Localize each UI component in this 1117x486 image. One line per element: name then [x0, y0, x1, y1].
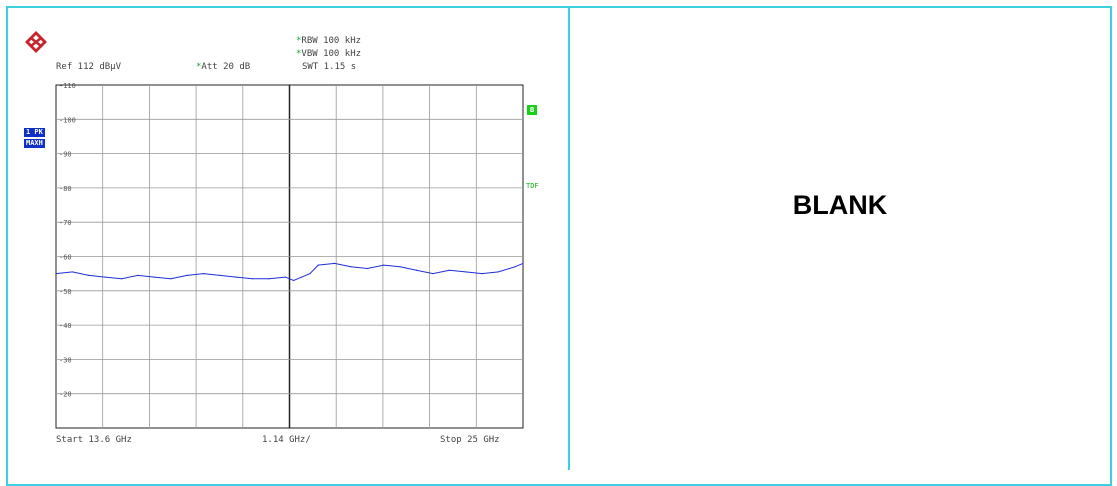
vbw-text: VBW 100 kHz	[301, 49, 362, 59]
rbw-text: RBW 100 kHz	[301, 36, 362, 46]
vbw-star-icon: *	[296, 49, 302, 59]
spectrum-plot: -110 -100 -90 -80 -70 -60 -50 -40 -30 -20	[55, 82, 524, 429]
trace-detector-badge: MAXH	[24, 139, 45, 148]
y-tick-label: -110	[59, 82, 76, 90]
trace-point	[104, 276, 106, 278]
trace-point	[309, 273, 311, 275]
trace-point	[252, 278, 254, 280]
start-frequency-label: Start 13.6 GHz	[56, 435, 132, 445]
trace-point	[235, 276, 237, 278]
trace-point	[399, 266, 401, 268]
trace-point	[317, 264, 319, 266]
att-star-icon: *	[196, 62, 202, 72]
trace-point	[219, 274, 221, 276]
trace-point	[170, 278, 172, 280]
attenuation-label: *Att 20 dB	[196, 62, 250, 72]
trace-point	[350, 266, 352, 268]
trace-point	[366, 267, 368, 270]
trace-point	[481, 273, 483, 275]
diamond-logo-icon	[25, 31, 47, 53]
y-tick-label: -50	[59, 288, 72, 296]
trace-point	[415, 269, 418, 271]
trace-point	[497, 271, 500, 273]
ref-level-label: Ref 112 dBµV	[56, 62, 122, 72]
trace-point	[88, 274, 90, 276]
trace-point	[120, 278, 123, 280]
trace-point	[292, 279, 295, 282]
y-tick-labels: -110 -100 -90 -80 -70 -60 -50 -40 -30 -20	[59, 82, 76, 399]
trace-point	[71, 271, 73, 273]
trace-point	[202, 273, 205, 275]
y-tick-label: -30	[59, 356, 72, 364]
trace-point	[465, 271, 467, 273]
trace-point	[186, 274, 188, 276]
rbw-star-icon: *	[296, 36, 302, 46]
stop-frequency-label: Stop 25 GHz	[440, 435, 500, 445]
trace-point	[383, 264, 385, 266]
trace-point	[432, 273, 434, 275]
trace-point	[448, 269, 450, 271]
y-tick-label: -100	[59, 116, 76, 124]
trace-point	[333, 262, 336, 264]
plot-grid	[55, 84, 524, 429]
trace-point	[514, 266, 516, 268]
tdf-indicator: TDF	[526, 182, 539, 190]
span-per-division-label: 1.14 GHz/	[262, 435, 311, 445]
sweep-time-label: SWT 1.15 s	[302, 62, 357, 72]
trace-mode-badge: 1 PK	[24, 128, 45, 137]
vbw-label: *VBW 100 kHz	[296, 49, 361, 59]
trace-point	[284, 276, 287, 278]
trace-point	[137, 274, 139, 276]
panel-divider	[568, 6, 570, 470]
y-tick-label: -20	[59, 391, 72, 399]
y-tick-label: -80	[59, 185, 72, 193]
limit-indicator-badge: B	[527, 105, 538, 115]
trace-point	[522, 262, 524, 264]
trace-point	[153, 276, 155, 278]
trace-line	[55, 262, 524, 282]
y-tick-label: -40	[59, 322, 72, 330]
y-tick-label: -70	[59, 219, 72, 227]
trace-points	[55, 262, 524, 282]
trace-point	[268, 278, 270, 280]
trace-point	[55, 273, 57, 275]
trace-point	[301, 276, 303, 278]
attenuation-text: Att 20 dB	[201, 62, 251, 72]
rbw-label: *RBW 100 kHz	[296, 36, 361, 46]
y-tick-label: -60	[59, 254, 72, 262]
blank-panel-text: BLANK	[792, 190, 888, 220]
y-tick-label: -90	[59, 151, 72, 159]
